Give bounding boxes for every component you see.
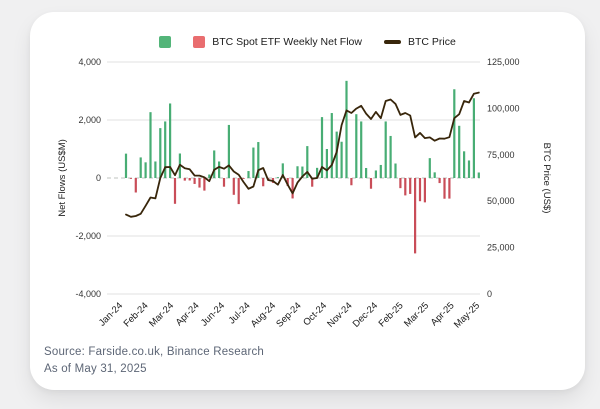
svg-text:-4,000: -4,000 (75, 289, 101, 299)
svg-text:Feb-25: Feb-25 (377, 300, 406, 329)
legend-item-net-flow[interactable]: BTC Spot ETF Weekly Net Flow (193, 36, 362, 48)
svg-text:75,000: 75,000 (487, 150, 515, 160)
svg-text:Sep-24: Sep-24 (274, 300, 303, 329)
svg-text:4,000: 4,000 (78, 57, 101, 67)
svg-text:Feb-24: Feb-24 (122, 300, 151, 329)
chart-footer: Source: Farside.co.uk, Binance Research … (44, 344, 264, 378)
legend-btc-price-label: BTC Price (407, 36, 456, 48)
svg-text:May-25: May-25 (452, 300, 482, 330)
net-flow-positive-swatch[interactable] (159, 36, 172, 48)
net-flow-negative-swatch (193, 36, 206, 48)
legend-net-flow-label: BTC Spot ETF Weekly Net Flow (212, 36, 362, 48)
as-of-text: As of May 31, 2025 (44, 363, 147, 375)
chart-card: BTC Spot ETF Weekly Net Flow BTC Price 4… (30, 12, 585, 390)
svg-text:BTC Price (US$): BTC Price (US$) (541, 143, 552, 214)
svg-text:Dec-24: Dec-24 (351, 300, 380, 329)
svg-text:Apr-24: Apr-24 (174, 300, 202, 328)
btc-price-line-swatch (383, 40, 401, 44)
svg-text:Oct-24: Oct-24 (301, 300, 329, 328)
svg-text:0: 0 (487, 289, 492, 299)
svg-text:50,000: 50,000 (487, 196, 515, 206)
svg-text:125,000: 125,000 (487, 57, 520, 67)
svg-text:Jan-24: Jan-24 (97, 300, 125, 328)
svg-text:100,000: 100,000 (487, 103, 520, 113)
svg-text:Mar-25: Mar-25 (402, 300, 431, 329)
svg-text:25,000: 25,000 (487, 243, 515, 253)
svg-text:-2,000: -2,000 (75, 231, 101, 241)
svg-text:2,000: 2,000 (78, 115, 101, 125)
flow-price-chart: 4,000 2,000 0 -2,000 -4,000 125,000 100,000 75,… (57, 57, 552, 331)
svg-text:Net Flows (US$M): Net Flows (US$M) (57, 139, 68, 217)
source-text: Source: Farside.co.uk, Binance Research (44, 346, 265, 358)
svg-text:0: 0 (96, 173, 101, 183)
svg-text:Nov-24: Nov-24 (325, 300, 354, 329)
svg-text:Jun-24: Jun-24 (199, 300, 227, 328)
legend-item-btc-price[interactable]: BTC Price (383, 36, 456, 48)
chart-legend: BTC Spot ETF Weekly Net Flow BTC Price (30, 36, 585, 48)
svg-text:Aug-24: Aug-24 (249, 300, 278, 329)
svg-text:Mar-24: Mar-24 (147, 300, 176, 329)
